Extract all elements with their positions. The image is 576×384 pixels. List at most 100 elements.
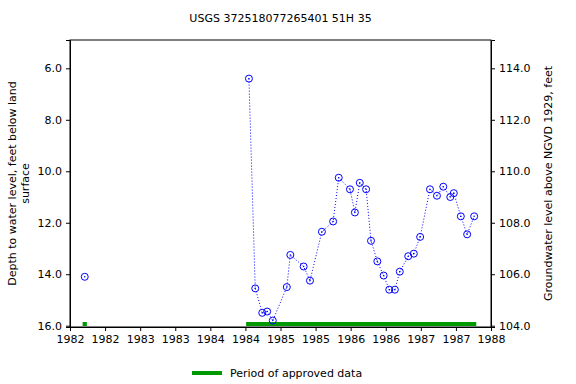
approved-period bbox=[246, 322, 476, 326]
y-axis-tick: 6.0 bbox=[45, 62, 71, 75]
y-axis: 6.0 8.0 10.0 12.0 14.0 16.0 bbox=[38, 41, 71, 333]
legend-swatch bbox=[192, 371, 222, 375]
y2-axis-tick: 106.0 bbox=[491, 268, 531, 281]
legend-label: Period of approved data bbox=[230, 367, 362, 380]
data-point bbox=[283, 284, 290, 291]
marker-ring bbox=[363, 186, 370, 193]
marker-ring bbox=[318, 228, 325, 235]
x-axis-tick-label: 1982 bbox=[92, 333, 120, 346]
y-axis-tick-label: 12.0 bbox=[38, 217, 63, 230]
marker-dot bbox=[248, 78, 250, 80]
y-axis-title-line: surface bbox=[19, 163, 32, 204]
data-point bbox=[81, 273, 88, 280]
data-point bbox=[335, 174, 342, 181]
marker-ring bbox=[440, 183, 447, 190]
marker-ring bbox=[252, 285, 259, 292]
title: USGS 372518077265401 51H 35 bbox=[189, 12, 371, 25]
marker-ring bbox=[283, 284, 290, 291]
data-point bbox=[396, 268, 403, 275]
x-axis-tick: 1986 bbox=[372, 327, 400, 346]
y2-axis-tick: 108.0 bbox=[491, 217, 531, 230]
y-axis-tick-mark bbox=[66, 326, 70, 327]
y-axis-tick: 14.0 bbox=[38, 268, 71, 281]
x-axis-tick-mark bbox=[316, 327, 317, 331]
data-point bbox=[391, 286, 398, 293]
data-point bbox=[410, 250, 417, 257]
data-point bbox=[457, 213, 464, 220]
x-axis-line bbox=[71, 328, 492, 332]
y-axis-tick-label: 6.0 bbox=[45, 62, 63, 75]
y-axis-tick-label: 8.0 bbox=[45, 114, 63, 127]
x-axis-tick: 1985 bbox=[302, 327, 330, 346]
y2-axis-tick-mark bbox=[491, 171, 495, 172]
marker-dot bbox=[466, 234, 468, 236]
x-axis-tick-label: 1987 bbox=[407, 333, 435, 346]
marker-ring bbox=[457, 213, 464, 220]
y2-axis-tick: 104.0 bbox=[491, 320, 531, 333]
x-axis-tick-mark bbox=[105, 327, 106, 331]
data-point bbox=[300, 263, 307, 270]
marker-ring bbox=[433, 192, 440, 199]
y-axis-tick-label: 16.0 bbox=[38, 320, 63, 333]
data-point bbox=[318, 228, 325, 235]
y2-axis-tick-label: 106.0 bbox=[499, 268, 531, 281]
x-axis-tick-mark bbox=[140, 327, 141, 331]
y2-axis: 104.0106.0108.0110.0112.0114.0 bbox=[491, 41, 531, 333]
data-point bbox=[464, 231, 471, 238]
y2-axis-title: Groundwater level above NGVD 1929, feet bbox=[542, 65, 555, 301]
marker-ring bbox=[287, 251, 294, 258]
marker-dot bbox=[442, 186, 444, 188]
marker-dot bbox=[286, 286, 288, 288]
data-point bbox=[368, 237, 375, 244]
y-axis-tick: 12.0 bbox=[38, 217, 71, 230]
y-axis-tick-mark bbox=[66, 171, 70, 172]
marker-dot bbox=[321, 231, 323, 233]
x-axis-tick-label: 1985 bbox=[267, 333, 295, 346]
y-axis-tick-mark bbox=[66, 120, 70, 121]
plot-area bbox=[81, 75, 477, 326]
y2-axis-tick-label: 110.0 bbox=[499, 165, 531, 178]
x-axis-tick: 1986 bbox=[337, 327, 365, 346]
x-axis-tick-mark bbox=[421, 327, 422, 331]
y-axis-tick-mark bbox=[66, 223, 70, 224]
data-point bbox=[287, 251, 294, 258]
y2-axis-tick-mark bbox=[491, 120, 495, 121]
marker-dot bbox=[419, 236, 421, 238]
marker-dot bbox=[436, 195, 438, 197]
data-point bbox=[330, 218, 337, 225]
marker-ring bbox=[335, 174, 342, 181]
marker-dot bbox=[272, 320, 274, 322]
x-axis-tick: 1983 bbox=[127, 327, 155, 346]
marker-dot bbox=[290, 254, 292, 256]
data-point bbox=[269, 317, 276, 324]
marker-ring bbox=[417, 233, 424, 240]
marker-dot bbox=[460, 216, 462, 218]
marker-dot bbox=[84, 276, 86, 278]
y2-axis-tick-mark bbox=[491, 223, 495, 224]
x-axis-tick: 1982 bbox=[92, 327, 120, 346]
x-axis-tick-label: 1986 bbox=[337, 333, 365, 346]
y2-axis-tick: 114.0 bbox=[491, 62, 531, 75]
marker-dot bbox=[261, 312, 263, 314]
marker-ring bbox=[464, 231, 471, 238]
y-axis-tick-mark bbox=[66, 274, 70, 275]
data-point bbox=[417, 233, 424, 240]
y-axis-tick-label: 14.0 bbox=[38, 268, 63, 281]
data-point bbox=[450, 190, 457, 197]
data-point bbox=[380, 272, 387, 279]
marker-ring bbox=[368, 237, 375, 244]
y-axis-tick: 10.0 bbox=[38, 165, 71, 178]
marker-dot bbox=[450, 196, 452, 198]
x-axis-tick: 1983 bbox=[162, 327, 190, 346]
marker-dot bbox=[383, 275, 385, 277]
y2-axis-tick: 110.0 bbox=[491, 165, 531, 178]
y2-axis-tick-mark bbox=[491, 274, 495, 275]
marker-ring bbox=[410, 250, 417, 257]
y2-axis-tick-label: 114.0 bbox=[499, 62, 531, 75]
marker-dot bbox=[359, 182, 361, 184]
data-point bbox=[351, 209, 358, 216]
marker-dot bbox=[388, 289, 390, 291]
x-axis-tick-label: 1984 bbox=[197, 333, 225, 346]
marker-dot bbox=[266, 311, 268, 313]
x-axis-tick-label: 1986 bbox=[372, 333, 400, 346]
